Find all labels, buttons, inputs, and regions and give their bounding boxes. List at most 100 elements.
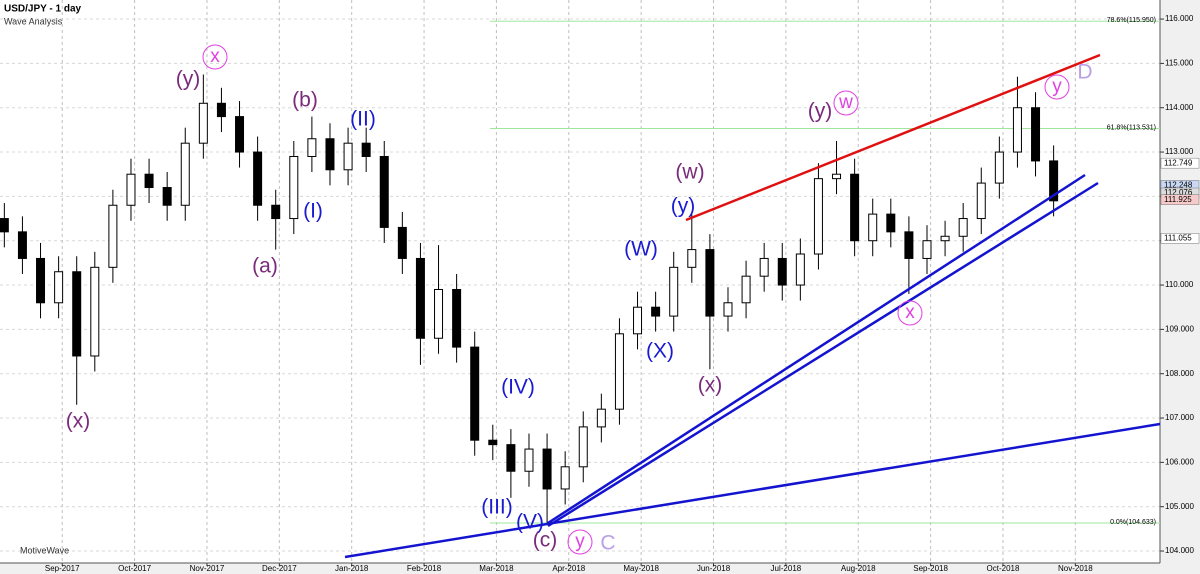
- candle-body: [162, 187, 172, 206]
- x-tick-label: Oct-2018: [987, 564, 1020, 573]
- x-tick-label: Feb-2018: [407, 564, 442, 573]
- wave-label: (c): [533, 529, 558, 552]
- wave-label: w: [838, 92, 853, 113]
- candle-body: [72, 271, 82, 357]
- trend-line: [547, 181, 1099, 528]
- y-tick-label: 107.000: [1165, 413, 1194, 422]
- candle-body: [108, 204, 118, 268]
- candle-body: [379, 155, 389, 228]
- x-tick-label: Jan-2018: [335, 564, 369, 573]
- candle-body: [126, 173, 136, 206]
- candle-body: [216, 102, 226, 118]
- x-tick-label: Sep-2017: [45, 564, 80, 573]
- candle-body: [253, 151, 263, 206]
- wave-label-circle: [567, 529, 593, 555]
- plot-area: [0, 0, 1160, 563]
- candle-body: [687, 249, 697, 268]
- price-tag: [1160, 194, 1200, 205]
- candle-body: [90, 266, 100, 357]
- candle-body: [1012, 107, 1022, 153]
- price-tag-label: 112.076: [1164, 188, 1193, 197]
- candle-body: [271, 204, 281, 220]
- trend-line: [685, 53, 1101, 222]
- fib-label: 78.6%(115.950): [1107, 17, 1156, 24]
- wave-label: x: [905, 302, 915, 323]
- candle-body: [886, 213, 896, 233]
- x-tick-label: Jul-2018: [771, 564, 802, 573]
- candle-body: [198, 102, 208, 144]
- chart-title: USD/JPY - 1 day: [4, 4, 82, 15]
- candle-body: [723, 302, 733, 317]
- y-tick-label: 109.000: [1165, 324, 1194, 333]
- wave-label: (V): [516, 511, 544, 534]
- wave-label: (b): [292, 89, 318, 112]
- x-tick-label: Apr-2018: [552, 564, 585, 573]
- candle-body: [958, 218, 968, 237]
- wave-label-circle: [897, 300, 923, 326]
- candle-body: [795, 253, 805, 286]
- wave-label: (x): [66, 410, 91, 433]
- price-tag-label: 112.248: [1164, 181, 1193, 190]
- candle-body: [289, 155, 299, 220]
- candle-body: [434, 288, 444, 339]
- price-tag-label: 111.925: [1164, 195, 1192, 204]
- candle-body: [542, 448, 552, 490]
- wave-label: (y): [808, 100, 833, 123]
- price-tag-label: 112.749: [1164, 158, 1193, 167]
- y-tick-label: 113.000: [1165, 147, 1194, 156]
- y-axis-area: [1160, 0, 1200, 574]
- watermark: MotiveWave: [20, 545, 69, 555]
- candle-body: [651, 306, 661, 317]
- candle-body: [506, 444, 516, 472]
- candle-body: [614, 333, 624, 410]
- wave-label: (y): [671, 195, 696, 218]
- candle-body: [832, 173, 842, 180]
- wave-label: (X): [646, 340, 674, 363]
- candle-body: [904, 231, 914, 259]
- candle-body: [813, 178, 823, 255]
- candle-body: [0, 218, 9, 233]
- candle-body: [144, 173, 154, 189]
- wave-label: (x): [698, 374, 723, 397]
- candle-body: [524, 448, 534, 472]
- candle-body: [397, 226, 407, 259]
- y-tick-label: 114.000: [1165, 103, 1194, 112]
- x-tick-label: Oct-2017: [118, 564, 151, 573]
- wave-label: (a): [252, 255, 278, 278]
- y-tick-label: 110.000: [1165, 280, 1194, 289]
- candle-body: [452, 288, 462, 348]
- fib-label: 61.8%(113.531): [1107, 124, 1156, 131]
- candle-body: [850, 173, 860, 242]
- trend-line: [344, 422, 1161, 559]
- fib-label: 0.0%(104.633): [1110, 519, 1156, 526]
- x-tick-label: May-2018: [623, 564, 659, 573]
- candles: [0, 74, 1059, 524]
- chart-subtitle: Wave Analysis: [4, 16, 63, 26]
- wave-label-circle: [833, 90, 859, 116]
- wave-label-circle: [202, 44, 228, 70]
- candle-body: [922, 240, 932, 259]
- wave-label: (IV): [501, 376, 535, 399]
- wave-label: D: [1077, 61, 1092, 84]
- wave-label: y: [1052, 76, 1062, 97]
- y-tick-label: 104.000: [1165, 546, 1194, 555]
- y-tick-label: 116.000: [1165, 14, 1194, 23]
- y-tick-label: 115.000: [1165, 59, 1194, 68]
- candle-body: [669, 266, 679, 317]
- candle-body: [976, 182, 986, 220]
- candle-body: [180, 142, 190, 206]
- candle-body: [343, 142, 353, 171]
- y-tick-label: 108.000: [1165, 369, 1194, 378]
- candle-body: [777, 257, 787, 286]
- candle-body: [54, 271, 64, 304]
- candle-body: [415, 257, 425, 339]
- price-tag: [1160, 157, 1200, 169]
- candle-body: [488, 439, 498, 446]
- candle-body: [307, 138, 317, 157]
- x-tick-label: Aug-2018: [841, 564, 876, 573]
- x-tick-label: Nov-2017: [190, 564, 225, 573]
- candle-body: [994, 151, 1004, 184]
